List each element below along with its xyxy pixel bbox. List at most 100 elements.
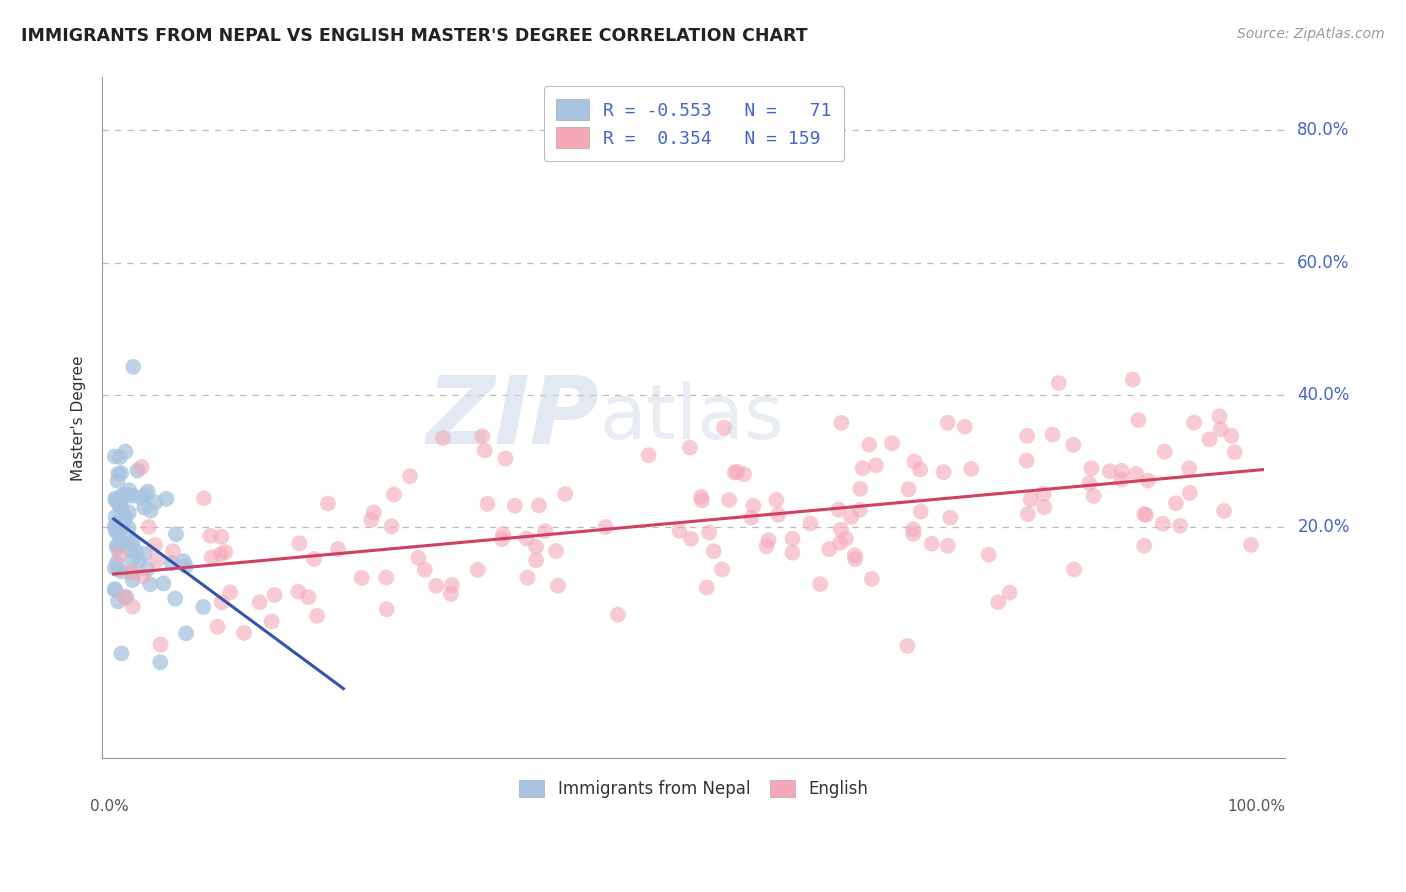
Point: [110, 497, 132, 511]
Point: [432, 431, 454, 445]
Text: 20.0%: 20.0%: [1298, 518, 1350, 536]
Point: [121, 552, 143, 566]
Legend: Immigrants from Nepal, English: Immigrants from Nepal, English: [513, 773, 875, 805]
Point: [1047, 376, 1070, 390]
Point: [1032, 487, 1054, 501]
Point: [201, 550, 224, 565]
Point: [139, 577, 162, 591]
Point: [932, 465, 955, 479]
Point: [554, 487, 576, 501]
Point: [105, 521, 128, 535]
Point: [595, 520, 617, 534]
Point: [117, 488, 139, 502]
Point: [960, 462, 983, 476]
Point: [214, 545, 236, 559]
Point: [713, 420, 735, 434]
Point: [1198, 433, 1220, 447]
Point: [471, 429, 494, 443]
Point: [880, 436, 903, 450]
Point: [288, 536, 311, 550]
Point: [896, 639, 918, 653]
Point: [122, 566, 145, 580]
Point: [118, 483, 141, 498]
Point: [127, 463, 149, 477]
Point: [134, 547, 156, 561]
Point: [860, 572, 883, 586]
Point: [110, 647, 132, 661]
Text: ZIP: ZIP: [426, 372, 599, 464]
Point: [104, 491, 127, 506]
Point: [112, 590, 135, 604]
Point: [117, 521, 139, 535]
Point: [765, 493, 787, 508]
Point: [1209, 422, 1232, 436]
Point: [112, 512, 135, 526]
Text: 80.0%: 80.0%: [1298, 121, 1350, 139]
Point: [844, 552, 866, 566]
Point: [380, 519, 402, 533]
Point: [165, 527, 187, 541]
Point: [740, 510, 762, 524]
Point: [105, 541, 128, 556]
Point: [733, 467, 755, 482]
Point: [118, 505, 141, 519]
Point: [467, 563, 489, 577]
Point: [939, 510, 962, 524]
Point: [129, 491, 152, 505]
Point: [690, 490, 713, 504]
Point: [1178, 461, 1201, 475]
Point: [474, 443, 496, 458]
Point: [104, 518, 127, 533]
Point: [260, 615, 283, 629]
Point: [111, 565, 134, 579]
Point: [830, 416, 852, 430]
Point: [668, 524, 690, 538]
Point: [363, 505, 385, 519]
Point: [399, 469, 422, 483]
Point: [104, 582, 127, 597]
Point: [547, 579, 569, 593]
Point: [681, 532, 703, 546]
Point: [174, 559, 197, 574]
Point: [110, 501, 132, 516]
Point: [828, 536, 851, 550]
Point: [492, 527, 515, 541]
Point: [350, 571, 373, 585]
Point: [910, 504, 932, 518]
Point: [249, 595, 271, 609]
Point: [104, 509, 127, 524]
Text: 100.0%: 100.0%: [1227, 799, 1285, 814]
Point: [165, 591, 187, 606]
Point: [112, 519, 135, 533]
Point: [172, 554, 194, 568]
Point: [1133, 507, 1156, 521]
Point: [1033, 500, 1056, 515]
Point: [110, 533, 132, 548]
Point: [440, 587, 463, 601]
Point: [527, 499, 550, 513]
Point: [122, 359, 145, 374]
Point: [799, 516, 821, 531]
Point: [849, 503, 872, 517]
Point: [307, 608, 329, 623]
Point: [408, 550, 430, 565]
Point: [1135, 508, 1157, 522]
Point: [107, 515, 129, 529]
Point: [174, 626, 197, 640]
Point: [149, 655, 172, 669]
Text: 60.0%: 60.0%: [1298, 253, 1350, 271]
Point: [207, 620, 229, 634]
Point: [136, 484, 159, 499]
Point: [1111, 464, 1133, 478]
Point: [849, 482, 872, 496]
Point: [193, 599, 215, 614]
Point: [136, 562, 159, 576]
Point: [852, 461, 875, 475]
Point: [107, 474, 129, 488]
Point: [908, 462, 931, 476]
Point: [1017, 507, 1039, 521]
Point: [104, 521, 127, 535]
Point: [858, 438, 880, 452]
Point: [1098, 464, 1121, 478]
Point: [326, 542, 349, 557]
